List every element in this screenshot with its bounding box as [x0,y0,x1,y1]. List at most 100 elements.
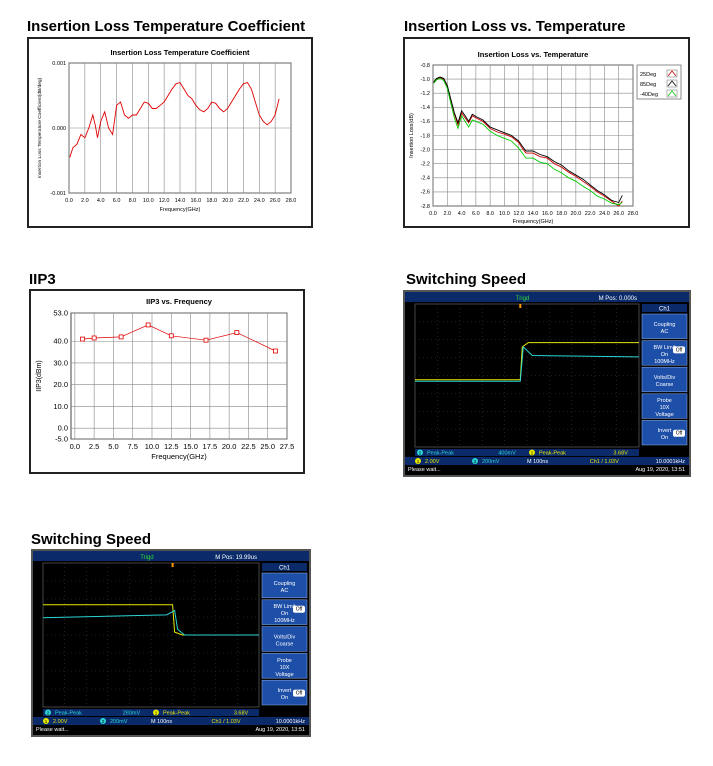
off-label: Off [676,347,683,353]
x-tick-label: 16.0 [190,198,201,204]
x-tick-label: 8.0 [129,198,137,204]
y-tick-label: -1.0 [421,77,430,83]
y-tick-label: -1.4 [421,105,430,111]
x-tick-label: 10.0 [499,211,510,217]
meas1-value: 280mV [123,711,141,717]
meas1-name: Peak-Peak [55,711,82,717]
sw1-section-title: Switching Speed [406,271,527,288]
data-point [91,335,97,341]
menu-button-label: On [281,695,288,701]
meas2-channel: 1 [531,451,534,456]
menu-button-bg [641,393,688,419]
menu-button-label: Voltage [275,672,293,678]
menu-button-bg [261,626,308,652]
x-tick-label: 25.0 [260,442,275,451]
menu-button-label: Coarse [276,642,294,648]
series-line-1 [433,76,623,204]
x-tick-label: 12.0 [159,198,170,204]
x-tick-label: 28.0 [628,211,639,217]
x-tick-label: 18.0 [556,211,567,217]
off-toggle [293,605,305,613]
menu-button-label: Volts/Div [654,375,676,381]
chart-title: IIP3 vs. Frequency [146,297,213,306]
ch1-scale-channel: 1 [417,459,420,464]
menu-button-bg [261,572,308,599]
trigger-level: Ch1 / 1.03V [590,459,619,465]
menu-button-label: Probe [657,398,672,404]
x-tick-label: 0.0 [65,198,73,204]
data-point [145,322,151,328]
x-tick-label: 20.0 [222,442,237,451]
plot-area [70,312,288,440]
menu-header-bg [262,563,307,571]
iip3-section-title: IIP3 [29,271,56,288]
legend-label: -40Deg [640,92,658,98]
ch1-scale-indicator [415,458,421,464]
x-tick-label: 5.0 [108,442,118,451]
data-point [203,337,209,343]
meas1-channel: 2 [47,711,50,716]
scope-top-bar [33,551,309,561]
series-line-0 [82,324,276,352]
y-tick-label: 0.001 [52,61,66,67]
legend-label: 25Deg [640,72,656,78]
x-tick-label: 12.0 [513,211,524,217]
meas-row [43,709,259,716]
timestamp: Aug 19, 2020, 13:51 [635,467,685,473]
x-tick-label: 14.0 [175,198,186,204]
x-tick-label: 22.5 [241,442,256,451]
x-tick-label: 2.5 [89,442,99,451]
meas2-name: Peak-Peak [539,451,566,457]
legend-swatch [666,89,678,98]
y-tick-label: 30.0 [53,358,68,367]
menu-button-label: Coarse [656,382,674,388]
scope2-screen: Trigd M Pos: 19.99us Ch1 Coupling AC BW Limit… [31,549,311,737]
timebase: M 100ns [151,719,172,725]
menu-button-label: On [281,611,288,617]
x-tick-label: 6.0 [113,198,121,204]
y-tick-label: 0.0 [58,424,68,433]
y-tick-label: -5.0 [55,435,68,444]
y-tick-label: -1.2 [421,91,430,97]
x-tick-label: 26.0 [270,198,281,204]
x-tick-label: 17.5 [203,442,218,451]
legend-swatch [666,79,678,88]
x-tick-label: 22.0 [238,198,249,204]
x-tick-label: 4.0 [458,211,466,217]
menu-button-label: 10X [280,665,290,671]
off-toggle [673,429,685,437]
ilt-section-title: Insertion Loss vs. Temperature [404,18,626,35]
ch2-scale-channel: 2 [474,459,477,464]
x-tick-label: 24.0 [254,198,265,204]
x-axis-label: Frequency(GHz) [160,207,201,213]
y-tick-label: -2.0 [421,147,430,153]
x-tick-label: 2.0 [443,211,451,217]
x-tick-label: 16.0 [542,211,553,217]
x-tick-label: 15.0 [183,442,198,451]
ch1-scale: 2.00V [53,719,68,725]
data-point [273,348,278,354]
menu-button-label: Invert [658,428,672,434]
trigger-level: Ch1 / 1.03V [211,719,240,725]
y-tick-label: 53.0 [53,309,68,318]
meas2-name: Peak-Peak [163,711,190,717]
menu-button-label: Coupling [654,322,676,328]
ch1-scale-channel: 1 [45,719,48,724]
iip3-chart-panel: IIP3 vs. Frequency 0.0 2.5 5.0 7.5 10.0 12.5 15… [29,289,305,474]
x-tick-label: 27.5 [280,442,295,451]
ilt-chart: Insertion Loss vs. Temperature 0.0 2.0 4.0 6… [409,50,682,225]
menu-button-label: Volts/Div [274,635,296,641]
menu-button-label: Invert [278,688,292,694]
iip3-chart: IIP3 vs. Frequency 0.0 2.5 5.0 7.5 10.0 12.5 15… [36,297,295,461]
ch2-waveform [42,609,259,636]
